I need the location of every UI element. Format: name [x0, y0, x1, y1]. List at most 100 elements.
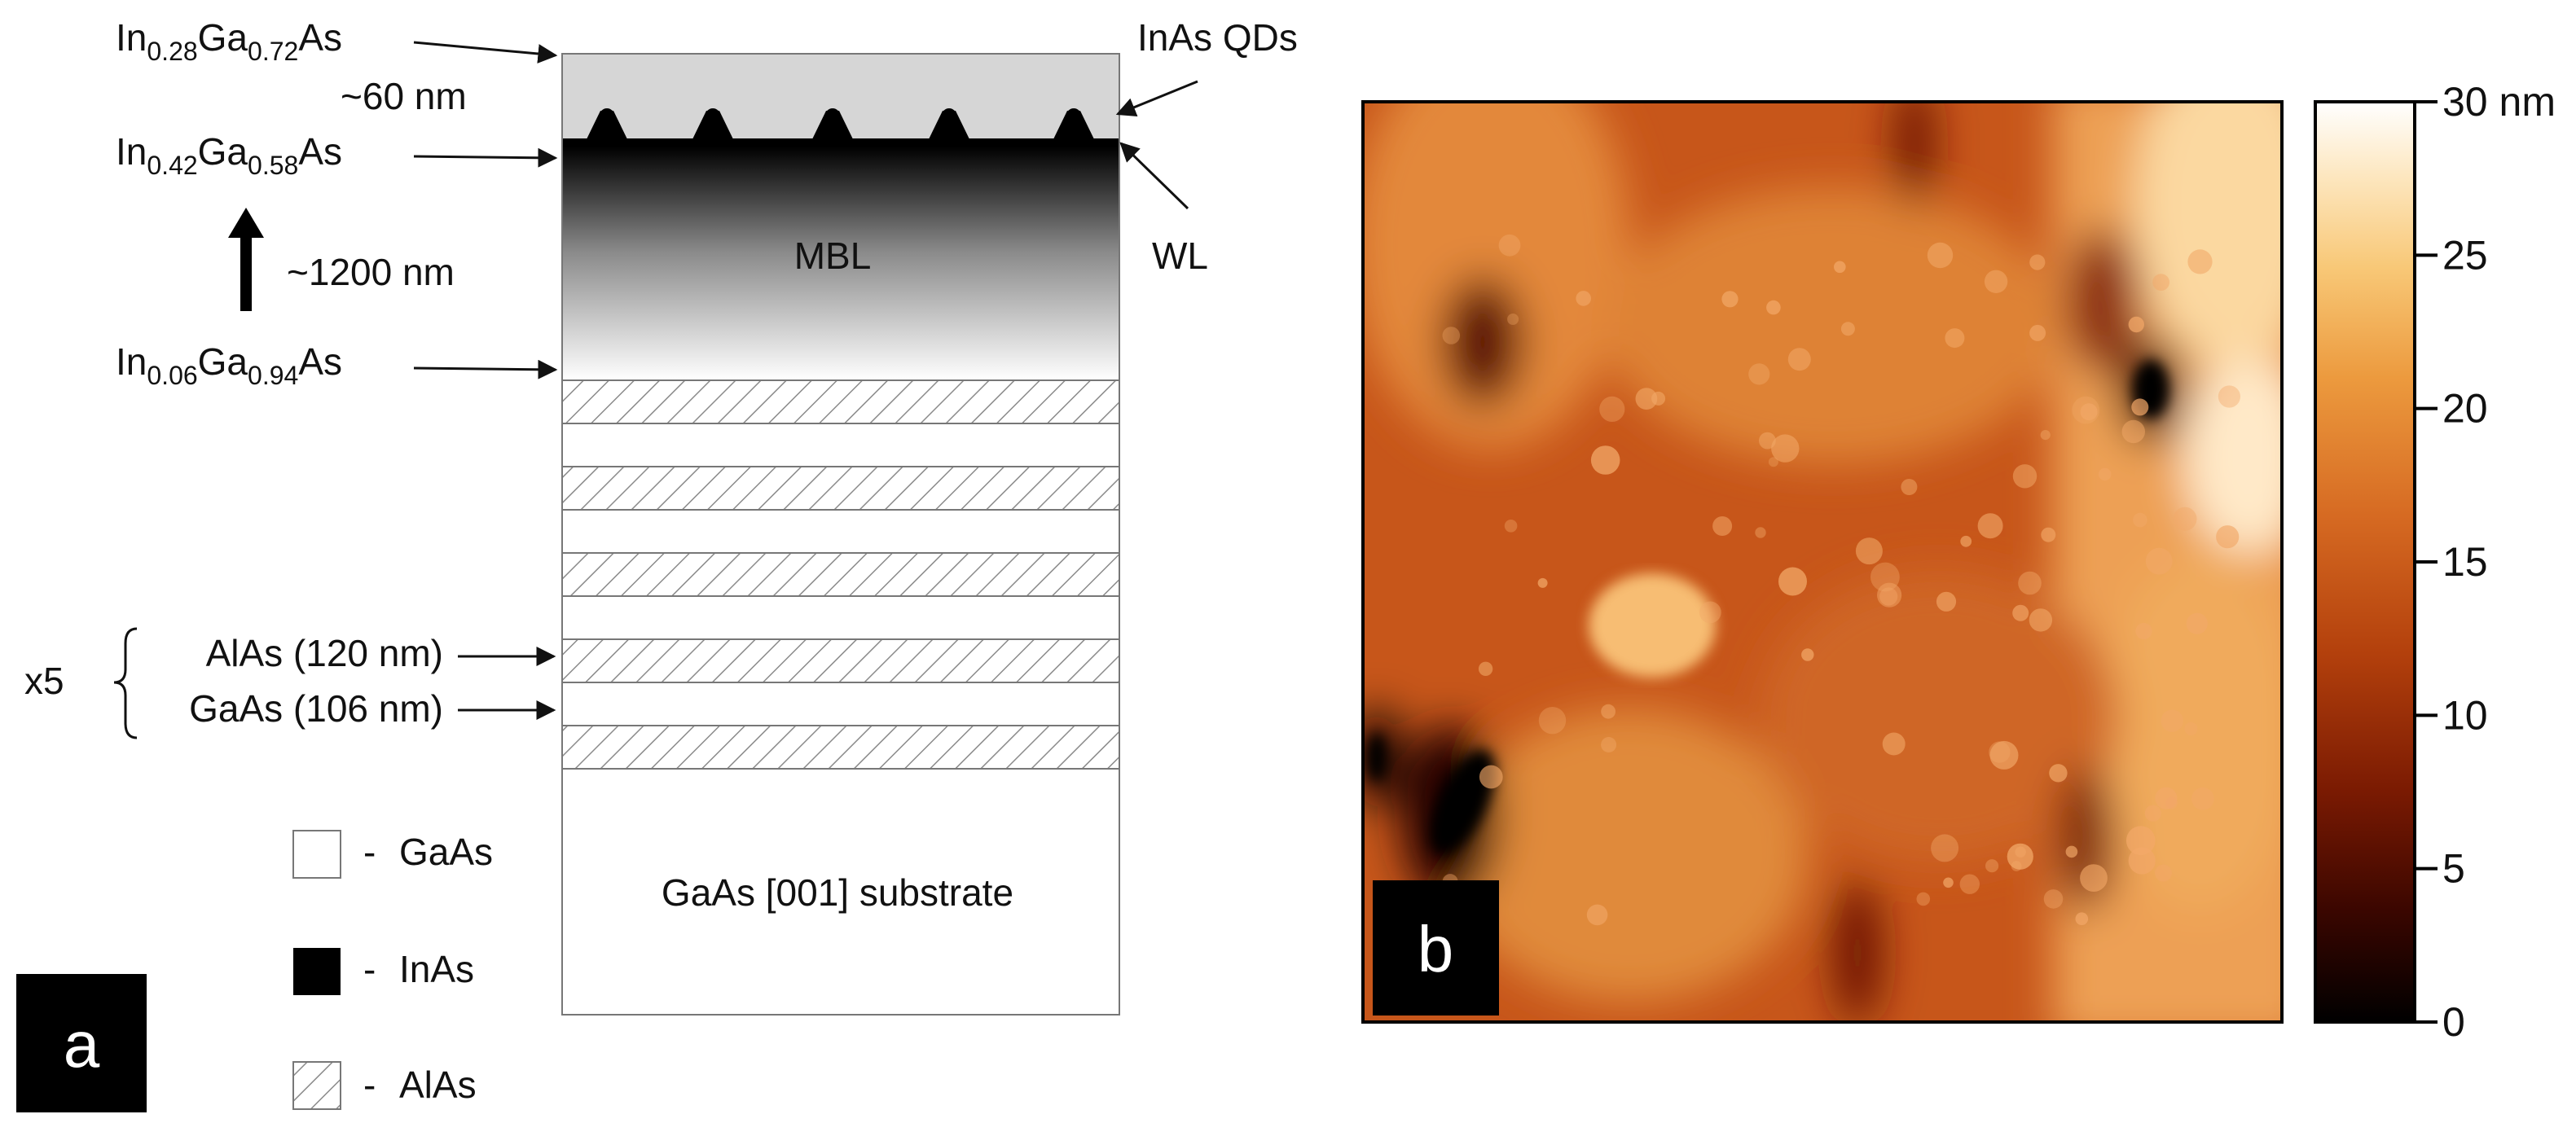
afm-dot [2080, 864, 2108, 892]
afm-dot [2133, 512, 2147, 528]
afm-dot [1778, 567, 1807, 596]
panel-b-letter: b [1418, 913, 1454, 985]
panel-a-letter: a [64, 1008, 100, 1081]
quantum-dot [692, 111, 734, 141]
afm-dot [1601, 737, 1617, 752]
quantum-dots [586, 108, 1095, 141]
afm-dot [2040, 430, 2051, 441]
afm-dot [2125, 826, 2156, 856]
afm-dot [2041, 527, 2056, 542]
legend-label-inas: InAs [399, 948, 474, 990]
wetting-layer [562, 138, 1119, 147]
afm-dot [1927, 242, 1954, 269]
legend: - GaAs - InAs - AlAs [292, 830, 493, 1110]
alas-layer-label: AlAs (120 nm) [206, 632, 443, 674]
afm-dot [2218, 385, 2240, 408]
superlattice-gaas-layer [561, 509, 1120, 554]
thickness-mbl-label: ~1200 nm [287, 251, 455, 293]
colorbar-tick-label: 15 [2442, 539, 2488, 585]
afm-dot [1977, 513, 2003, 539]
growth-direction-arrow [228, 208, 264, 311]
colorbar-tick-label: 10 [2442, 692, 2488, 738]
afm-dot [1931, 834, 1959, 862]
afm-dot [2191, 787, 2214, 810]
afm-dot [2216, 525, 2240, 549]
afm-dot [1576, 291, 1591, 306]
afm-dot [1901, 479, 1918, 495]
afm-dot [1748, 363, 1770, 385]
afm-dot [2121, 419, 2145, 444]
afm-dot [1478, 661, 1493, 676]
colorbar-tick-label: 30 nm [2442, 79, 2556, 125]
quantum-dot-cap [706, 108, 720, 123]
afm-dot [2144, 805, 2161, 822]
afm-dot [2029, 324, 2046, 341]
afm-dot [2049, 764, 2068, 783]
panel-a-badge [16, 974, 147, 1112]
afm-frame [1361, 100, 2284, 1024]
afm-dot [2012, 464, 2038, 489]
afm-dot [1879, 587, 1898, 606]
quantum-dot-cap [825, 108, 840, 123]
colorbar-ticks: 30 nm 25 20 15 10 5 0 [2415, 79, 2556, 1045]
wl-arrow [1119, 142, 1189, 210]
afm-dot [1960, 535, 1972, 547]
wl-label: WL [1152, 235, 1208, 277]
afm-dot [2075, 912, 2089, 925]
qd-arrow [1115, 80, 1198, 116]
afm-dot [1759, 432, 1776, 450]
thickness-top-label: ~60 nm [341, 75, 467, 117]
afm-dot [1984, 270, 2008, 293]
afm-dot [1943, 877, 1954, 888]
afm-dot [2029, 254, 2046, 270]
afm-dot [2080, 403, 2098, 421]
afm-dot [1801, 648, 1814, 661]
afm-dot [2007, 843, 2033, 870]
afm-dot [2152, 274, 2170, 291]
superlattice [561, 379, 1120, 770]
afm-dot [1959, 874, 1980, 894]
afm-dot [2065, 845, 2078, 858]
afm-dot [1721, 291, 1739, 308]
afm-dot [2186, 612, 2208, 634]
superlattice-gaas-layer [561, 595, 1120, 640]
colorbar [2314, 100, 2416, 1024]
superlattice-alas-layer [561, 466, 1120, 511]
afm-dot [1507, 314, 1519, 325]
mbl-label: MBL [794, 235, 872, 277]
colorbar-tick-label: 25 [2442, 232, 2488, 278]
afm-dot [1945, 328, 1965, 349]
afm-dot [1768, 457, 1778, 467]
afm-dot [2072, 396, 2100, 424]
mbl-layer [562, 147, 1119, 380]
repeat-label: x5 [24, 660, 64, 702]
afm-dot [2135, 622, 2152, 640]
afm-dot [1538, 707, 1567, 735]
panel-b: b 30 nm 25 20 15 10 5 0 [1361, 79, 2556, 1045]
afm-dots [1442, 234, 2240, 926]
afm-dot [1766, 300, 1781, 315]
afm-dot [1537, 577, 1548, 588]
afm-dot [2155, 787, 2178, 809]
afm-dot [2155, 864, 2172, 882]
superlattice-gaas-layer [561, 423, 1120, 467]
mbl-bottom-composition: In0.06Ga0.94As [116, 340, 342, 390]
afm-dot [1712, 516, 1733, 536]
afm-dot [1755, 527, 1766, 538]
afm-dot [1498, 234, 1521, 257]
legend-dash-gaas: - [363, 831, 376, 873]
afm-dot [2029, 608, 2053, 632]
colorbar-tick-label: 5 [2442, 846, 2465, 892]
afm-image [1363, 102, 2282, 1022]
mbl-top-composition: In0.42Ga0.58As [116, 130, 342, 180]
substrate-label: GaAs [001] substrate [662, 871, 1013, 914]
afm-dot [2145, 547, 2173, 575]
mbl-top-arrow [413, 147, 558, 168]
superlattice-alas-layer [561, 552, 1120, 597]
afm-dot [1771, 434, 1800, 463]
afm-dot [2187, 249, 2213, 274]
afm-dot [2173, 507, 2197, 531]
afm-dot [1834, 261, 1846, 274]
panel-a: MBL GaAs [001] substrate In0.28Ga0.72As … [16, 16, 1298, 1112]
legend-swatch-alas [292, 1061, 341, 1110]
